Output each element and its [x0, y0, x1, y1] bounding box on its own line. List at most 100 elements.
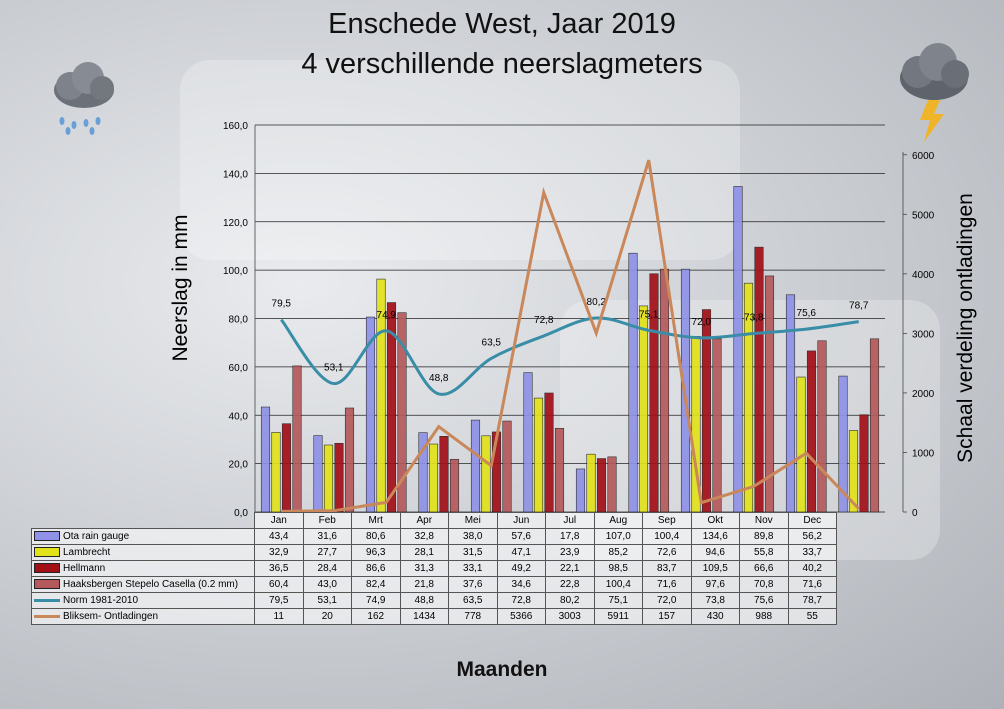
y2-tick-label: 1000 — [912, 448, 935, 459]
background-shape — [180, 60, 740, 260]
series-name: Hellmann — [63, 563, 106, 574]
table-cell: 37,6 — [448, 576, 498, 593]
table-cell: 72,6 — [642, 544, 692, 561]
y-tick-label: 100,0 — [223, 266, 248, 277]
norm-data-label: 53,1 — [324, 363, 344, 374]
table-cell: 22,8 — [545, 576, 595, 593]
y2-tick-label: 3000 — [912, 329, 935, 340]
table-row: Bliksem- Ontladingen 11 20 162 1434 778 5366 30… — [31, 608, 837, 625]
table-cell: 778 — [448, 608, 498, 625]
table-cell: 38,0 — [448, 528, 498, 545]
table-cell: 43,0 — [302, 576, 352, 593]
bar — [859, 414, 869, 513]
bar — [292, 365, 302, 513]
y-tick-label: 20,0 — [229, 460, 249, 471]
bar — [544, 392, 554, 513]
bar — [470, 419, 481, 513]
bar — [785, 294, 796, 513]
table-cell: 32,8 — [399, 528, 449, 545]
series-name: Lambrecht — [63, 547, 111, 558]
month-header: Aug — [593, 512, 643, 529]
table-cell: 27,7 — [302, 544, 352, 561]
y2-tick-label: 4000 — [912, 270, 935, 281]
series-name: Norm 1981-2010 — [63, 595, 139, 606]
bar — [523, 372, 533, 513]
table-cell: 33,7 — [787, 544, 837, 561]
y-tick-label: 160,0 — [223, 121, 248, 132]
series-label: Lambrecht — [31, 544, 255, 561]
bar — [533, 397, 544, 513]
series-label: Norm 1981-2010 — [31, 592, 255, 609]
table-cell: 31,5 — [448, 544, 498, 561]
x-axis-label: Maanden — [456, 658, 548, 681]
bar — [596, 458, 607, 513]
table-cell: 33,1 — [448, 560, 498, 577]
bar — [554, 428, 565, 513]
table-header-row: Jan Feb Mrt Apr Mei Jun Jul Aug Sep Okt Nov Dec — [32, 512, 837, 529]
bar — [323, 444, 334, 513]
y2-tick-label: 5000 — [912, 210, 935, 221]
bar — [796, 376, 806, 513]
legend-line — [34, 598, 60, 602]
norm-data-label: 73,8 — [744, 312, 764, 323]
table-cell: 43,4 — [254, 528, 304, 545]
bar — [271, 432, 281, 513]
table-cell: 94,6 — [690, 544, 740, 561]
legend-swatch — [34, 563, 60, 574]
table-cell: 97,6 — [690, 576, 740, 593]
bar — [586, 453, 596, 513]
table-row: Norm 1981-2010 79,5 53,1 74,9 48,8 63,5 72,8 80… — [31, 592, 837, 609]
norm-data-label: 72,0 — [692, 317, 712, 328]
table-cell: 75,6 — [739, 592, 789, 609]
bar — [806, 350, 817, 513]
table-cell: 98,5 — [593, 560, 643, 577]
month-header: Mei — [448, 512, 498, 529]
norm-line — [280, 316, 859, 396]
table-cell: 100,4 — [642, 528, 692, 545]
y-tick-label: 80,0 — [229, 315, 249, 326]
table-cell: 86,6 — [351, 560, 401, 577]
y-tick-label: 140,0 — [223, 169, 248, 180]
series-label: Ota rain gauge — [31, 528, 255, 545]
norm-data-label: 79,5 — [272, 299, 292, 310]
series-label: Haaksbergen Stepelo Casella (0.2 mm) — [31, 576, 255, 593]
norm-data-label: 63,5 — [482, 337, 502, 348]
chart-title-line2: 4 verschillende neerslagmeters — [301, 48, 703, 80]
table-row: Ota rain gauge 43,4 31,6 80,6 32,8 38,0 57,6 17… — [31, 528, 837, 545]
bar — [701, 309, 712, 513]
legend-swatch — [34, 547, 60, 558]
y2-tick-label: 0 — [912, 508, 918, 519]
table-cell: 20 — [302, 608, 352, 625]
table-cell: 31,6 — [302, 528, 352, 545]
table-cell: 36,5 — [254, 560, 304, 577]
table-cell: 28,4 — [302, 560, 352, 577]
bar — [575, 468, 586, 513]
bar — [638, 305, 649, 513]
table-cell: 49,2 — [496, 560, 546, 577]
table-cell: 60,4 — [254, 576, 304, 593]
bar — [628, 252, 638, 513]
y-tick-label: 40,0 — [229, 411, 249, 422]
bar — [439, 435, 449, 513]
month-header: Jan — [254, 512, 304, 529]
table-cell: 107,0 — [593, 528, 643, 545]
table-cell: 80,6 — [351, 528, 401, 545]
table-cell: 34,6 — [496, 576, 546, 593]
table-row: Haaksbergen Stepelo Casella (0.2 mm) 60,4… — [31, 576, 837, 593]
table-cell: 55 — [787, 608, 837, 625]
table-cell: 109,5 — [690, 560, 740, 577]
y2-tick-label: 2000 — [912, 389, 935, 400]
table-cell: 79,5 — [254, 592, 304, 609]
bar — [334, 443, 344, 513]
bar — [649, 273, 659, 513]
table-cell: 75,1 — [593, 592, 643, 609]
legend-swatch — [34, 531, 60, 542]
table-cell: 55,8 — [739, 544, 789, 561]
y-tick-label: 120,0 — [223, 218, 248, 229]
table-cell: 22,1 — [545, 560, 595, 577]
bar — [313, 435, 323, 513]
table-cell: 82,4 — [351, 576, 401, 593]
table-cell: 96,3 — [351, 544, 401, 561]
norm-data-label: 72,8 — [534, 315, 554, 326]
